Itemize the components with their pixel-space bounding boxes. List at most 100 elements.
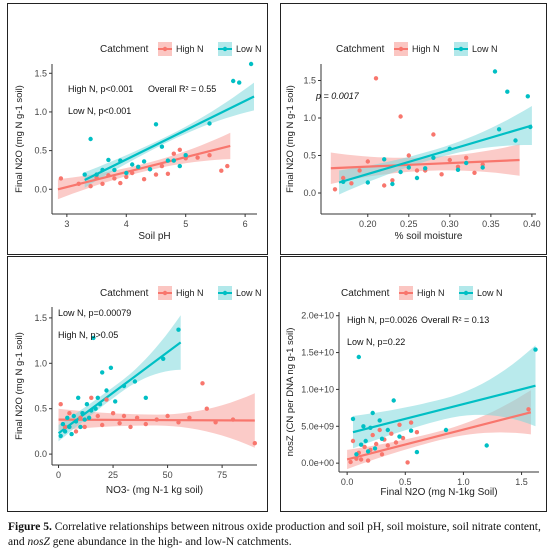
data-point <box>431 132 436 137</box>
data-point <box>130 170 135 176</box>
panel-nosz: 0.0 0.5 1.0 1.5 0.0e+00 5.0e+09 1.0e+10 1.5e+10… <box>280 256 547 512</box>
data-point <box>95 413 101 419</box>
fit-line <box>330 158 520 170</box>
panel-soil-ph: 3 4 5 6 0.0 0.5 1.0 1.5 Soil pH Final N2O (mg N g… <box>7 3 268 255</box>
data-point <box>408 420 414 425</box>
data-point <box>154 417 159 422</box>
x-tick-label: 1.5 <box>515 477 528 487</box>
data-point <box>354 452 359 457</box>
data-point <box>82 172 87 177</box>
y-tick-label: 2.0e+10 <box>301 311 334 321</box>
data-point <box>118 158 123 163</box>
x-tick-label: 5 <box>183 219 188 229</box>
data-point <box>187 415 192 420</box>
y-tick-label: 0.0 <box>303 188 316 198</box>
data-point <box>525 94 530 99</box>
data-point <box>341 175 346 181</box>
data-point <box>398 169 403 175</box>
data-point <box>398 114 403 119</box>
panel-soil-moisture: 0.20 0.25 0.30 0.35 0.40 0.0 0.5 1.0 1.5 % soil m… <box>280 3 547 255</box>
y-tick-label: 5.0e+09 <box>301 421 334 431</box>
caption-text-after: gene abundance in the high- and low-N ca… <box>49 536 292 548</box>
data-point <box>414 449 420 455</box>
legend-label-high-n: High N <box>176 44 204 54</box>
fit-line <box>352 384 536 434</box>
legend-label-high-n: High N <box>417 288 445 298</box>
fit-line <box>84 95 255 181</box>
data-point <box>124 170 129 176</box>
data-point <box>480 165 485 170</box>
data-point <box>361 424 366 429</box>
data-point <box>204 406 209 411</box>
y-tick-label: 1.5e+10 <box>301 348 334 358</box>
data-point <box>526 407 531 412</box>
data-point <box>82 424 87 430</box>
data-point <box>143 395 148 400</box>
annotation: Low N, p=0.22 <box>347 337 405 347</box>
x-tick-label: 50 <box>163 470 173 480</box>
data-point <box>370 410 375 416</box>
data-point <box>373 76 379 81</box>
data-point <box>348 459 353 465</box>
data-point <box>513 138 518 143</box>
data-point <box>58 402 63 407</box>
legend-key-point <box>222 46 228 52</box>
legend-label-low-n: Low N <box>236 44 262 54</box>
data-point <box>365 458 371 463</box>
chart-soil-ph: 3 4 5 6 0.0 0.5 1.0 1.5 Soil pH Final N2O (mg N g… <box>14 42 262 242</box>
x-tick-label: 3 <box>64 219 69 229</box>
data-point <box>86 415 92 420</box>
data-point <box>100 370 105 375</box>
annotation: Low N, p=0.00079 <box>58 308 131 318</box>
data-point <box>121 383 127 389</box>
data-point <box>207 153 212 158</box>
data-point <box>132 379 138 384</box>
data-point <box>390 181 395 187</box>
data-point <box>414 168 420 173</box>
x-tick-label: 0.30 <box>441 219 459 229</box>
x-tick-label: 6 <box>243 219 248 229</box>
data-point <box>106 173 111 178</box>
data-point <box>400 435 406 441</box>
x-tick-label: 1.0 <box>457 477 470 487</box>
data-point <box>231 78 236 84</box>
x-tick-label: 25 <box>108 470 118 480</box>
legend-key-point <box>458 46 464 52</box>
data-point <box>358 457 364 462</box>
x-tick-label: 0.35 <box>482 219 500 229</box>
confidence-band <box>353 345 536 449</box>
data-point <box>447 157 452 163</box>
legend-title: Catchment <box>100 288 149 299</box>
y-tick-label: 1.0 <box>303 113 316 123</box>
data-point <box>100 167 105 173</box>
data-point <box>357 168 362 173</box>
x-axis-title: NO3- (mg N-1 kg soil) <box>106 485 203 496</box>
data-point <box>350 438 356 444</box>
data-point <box>62 429 68 434</box>
data-point <box>414 175 420 181</box>
data-point <box>147 167 153 172</box>
data-point <box>492 69 498 74</box>
legend-key-point <box>162 290 168 296</box>
x-tick-label: 0.20 <box>359 219 377 229</box>
x-tick-label: 0.25 <box>400 219 418 229</box>
data-point <box>117 421 122 426</box>
data-point <box>171 158 176 163</box>
y-axis-title: nosZ (CN per DNA ng g-1 soil) <box>285 328 296 457</box>
legend-key-point <box>222 290 228 296</box>
data-point <box>94 175 99 180</box>
data-point <box>230 417 236 422</box>
legend-label-high-n: High N <box>412 44 440 54</box>
data-point <box>78 415 83 420</box>
data-point <box>58 433 63 439</box>
data-point <box>165 158 171 163</box>
data-point <box>153 172 159 177</box>
y-tick-label: 0.0e+00 <box>301 458 334 468</box>
data-point <box>159 144 165 149</box>
data-point <box>382 183 387 188</box>
data-point <box>213 420 218 425</box>
data-point <box>71 413 76 419</box>
y-tick-label: 1.0 <box>34 107 47 117</box>
chart-nosz: 0.0 0.5 1.0 1.5 0.0e+00 5.0e+09 1.0e+10 1.5e+10… <box>285 286 539 498</box>
data-point <box>165 413 170 419</box>
